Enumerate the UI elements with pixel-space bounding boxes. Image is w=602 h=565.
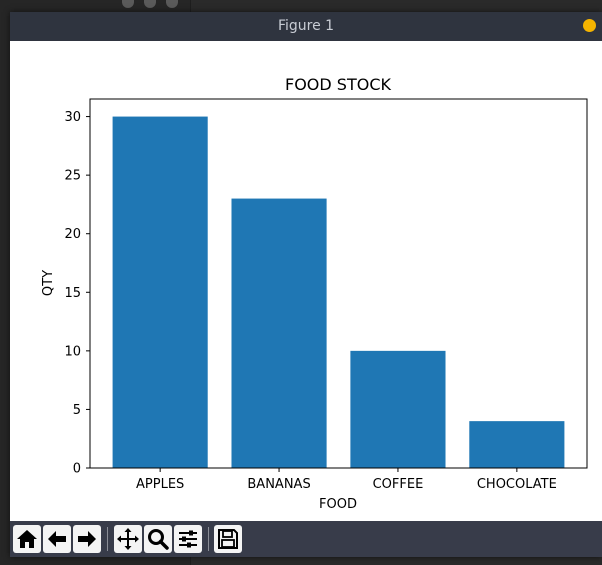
figure-canvas[interactable]: FOOD STOCK 0 5 10 15 20 25 30 APPLES BANANAS COF… bbox=[10, 41, 602, 521]
y-axis-ticks: 0 5 10 15 20 25 30 bbox=[64, 110, 90, 477]
x-tick-label: APPLES bbox=[136, 477, 184, 492]
y-tick-label: 5 bbox=[73, 403, 81, 418]
home-button[interactable] bbox=[13, 525, 41, 553]
y-tick-label: 20 bbox=[64, 227, 81, 242]
pan-button[interactable] bbox=[114, 525, 142, 553]
save-button[interactable] bbox=[214, 525, 242, 553]
configure-subplots-button[interactable] bbox=[174, 525, 202, 553]
window-title: Figure 1 bbox=[277, 18, 335, 34]
bars-layer bbox=[112, 116, 565, 469]
x-tick-label: COFFEE bbox=[373, 477, 424, 492]
bar-bananas bbox=[231, 198, 327, 469]
bg-control-dot bbox=[122, 0, 134, 8]
bar-apples bbox=[112, 116, 208, 469]
forward-button[interactable] bbox=[73, 525, 101, 553]
configure-subplots-icon bbox=[179, 530, 197, 548]
x-tick-label: CHOCOLATE bbox=[477, 477, 557, 492]
toolbar-separator bbox=[107, 527, 108, 551]
y-tick-label: 0 bbox=[73, 462, 81, 477]
zoom-icon bbox=[148, 529, 169, 550]
bar-coffee bbox=[350, 350, 446, 468]
y-axis-label: QTY bbox=[41, 270, 56, 296]
back-button[interactable] bbox=[43, 525, 71, 553]
bg-control-dot bbox=[166, 0, 178, 8]
toolbar-separator bbox=[208, 527, 209, 551]
chart-title: FOOD STOCK bbox=[285, 75, 391, 94]
x-tick-label: BANANAS bbox=[247, 477, 310, 492]
pan-icon bbox=[117, 528, 139, 550]
x-axis-ticks: APPLES BANANAS COFFEE CHOCOLATE bbox=[136, 468, 557, 492]
bar-chart: FOOD STOCK 0 5 10 15 20 25 30 APPLES BANANAS COF… bbox=[41, 75, 588, 512]
y-tick-label: 15 bbox=[64, 286, 81, 301]
y-tick-label: 10 bbox=[64, 344, 81, 359]
window-titlebar[interactable]: Figure 1 bbox=[10, 12, 602, 41]
back-icon bbox=[48, 531, 66, 547]
save-icon bbox=[218, 529, 238, 549]
x-axis-label: FOOD bbox=[319, 497, 357, 512]
zoom-button[interactable] bbox=[144, 525, 172, 553]
home-icon bbox=[17, 530, 37, 548]
figure-window: Figure 1 FOOD STOCK 0 5 10 15 20 25 30 APPLES B… bbox=[10, 12, 602, 557]
y-tick-label: 30 bbox=[64, 110, 81, 125]
axes-frame bbox=[89, 98, 588, 469]
close-button[interactable] bbox=[583, 19, 596, 32]
bar-chocolate bbox=[469, 421, 565, 468]
forward-icon bbox=[78, 531, 96, 547]
bg-control-dot bbox=[144, 0, 156, 8]
navigation-toolbar bbox=[10, 521, 602, 557]
y-tick-label: 25 bbox=[64, 169, 81, 184]
background-window-controls bbox=[122, 0, 178, 8]
